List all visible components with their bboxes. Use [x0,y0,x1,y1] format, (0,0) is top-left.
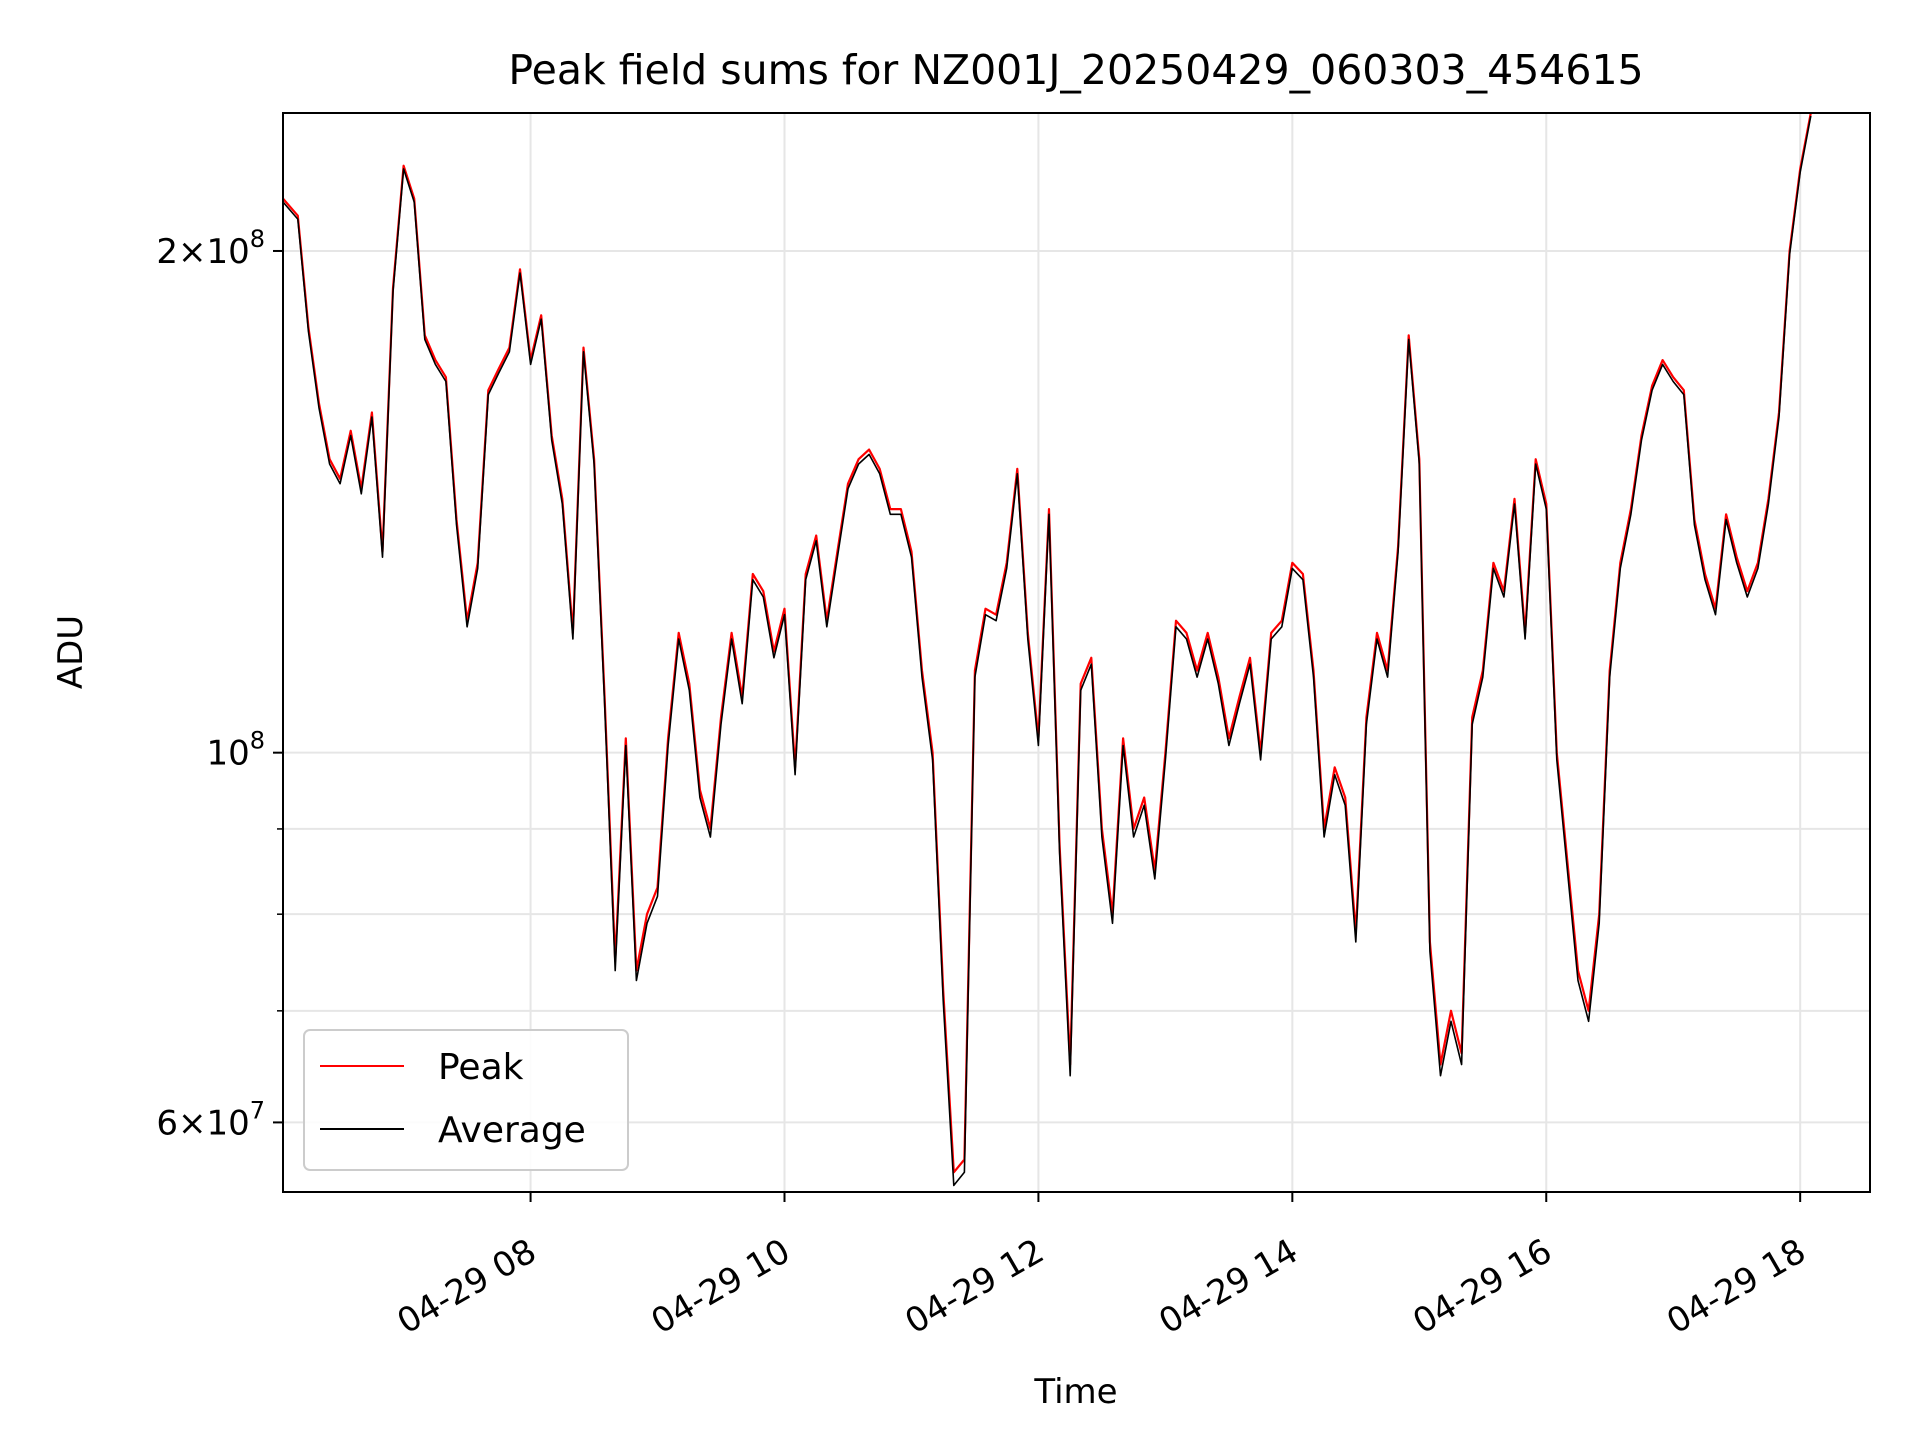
plot-frame [282,112,1871,1193]
series-group [282,112,1812,1187]
legend-peak-label: Peak [438,1047,524,1088]
y-axis-ticks: 6×107 108 2×108 [156,225,283,1143]
y-tick-label: 108 [206,727,265,774]
y-tick-label: 6×107 [156,1096,265,1143]
chart-title: Peak field sums for NZ001J_20250429_0603… [508,46,1643,94]
legend-average-label: Average [438,1110,586,1151]
y-axis-label: ADU [51,615,91,689]
x-axis-label: Time [1033,1372,1117,1412]
legend: Peak Average [303,1029,629,1171]
y-tick-label: 2×108 [156,225,265,272]
series-line-average [282,115,1812,1187]
